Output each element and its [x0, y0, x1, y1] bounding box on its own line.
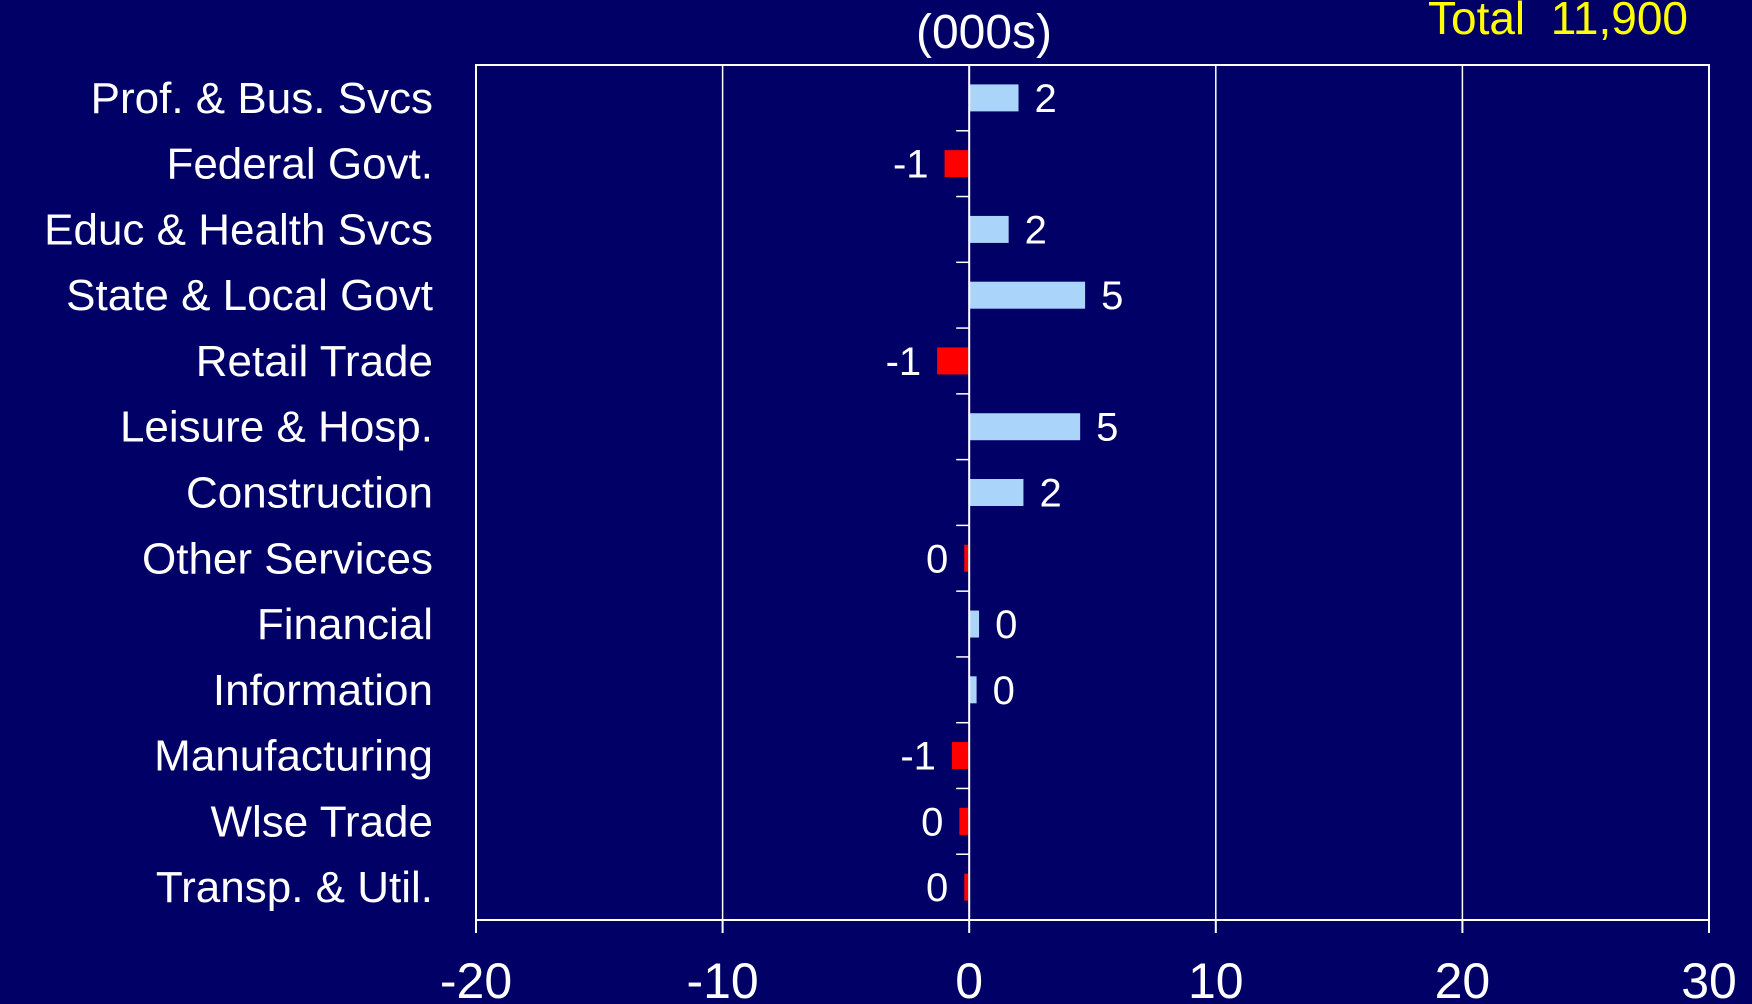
category-label: Educ & Health Svcs	[44, 205, 433, 254]
grid-lines	[721, 65, 1464, 920]
plot-frame	[475, 64, 1710, 933]
value-label: 2	[1025, 208, 1047, 252]
category-label: Prof. & Bus. Svcs	[91, 74, 433, 123]
category-label: Information	[213, 666, 433, 715]
x-tick-label: 20	[1435, 953, 1491, 1004]
value-label: 0	[926, 866, 948, 910]
category-labels: Prof. & Bus. Svcs Federal Govt. Educ & Hea…	[44, 74, 433, 912]
total-label: Total 11,900	[1428, 0, 1688, 44]
x-tick-label: -20	[440, 953, 512, 1004]
value-label: 0	[993, 669, 1015, 713]
bar	[959, 807, 970, 835]
plot-border	[475, 64, 1710, 921]
bars	[937, 84, 1086, 901]
value-label: 0	[926, 537, 948, 581]
value-label: -1	[893, 143, 929, 187]
category-label: State & Local Govt	[66, 271, 433, 320]
category-label: Financial	[257, 600, 433, 649]
value-label: 0	[995, 603, 1017, 647]
category-label: Leisure & Hosp.	[120, 403, 433, 452]
category-label: Transp. & Util.	[156, 863, 433, 912]
category-label: Wlse Trade	[210, 797, 433, 846]
category-label: Retail Trade	[196, 337, 433, 386]
x-tick-label: 30	[1681, 953, 1737, 1004]
x-tick-label: 10	[1188, 953, 1244, 1004]
bar	[969, 281, 1086, 309]
bar	[969, 215, 1009, 243]
bar	[951, 742, 970, 770]
value-label: 5	[1101, 274, 1123, 318]
value-label: 0	[921, 800, 943, 844]
value-label: 5	[1096, 406, 1118, 450]
bar	[969, 413, 1081, 441]
bar	[969, 84, 1019, 112]
x-axis-ticks: -20 -10 0 10 20 30	[440, 953, 1737, 1004]
category-label: Other Services	[142, 534, 433, 583]
value-label: 2	[1039, 472, 1061, 516]
category-label: Manufacturing	[154, 732, 433, 781]
bar	[969, 479, 1024, 506]
x-tick-label: 0	[955, 953, 983, 1004]
value-label: -1	[900, 735, 936, 779]
bar	[937, 347, 970, 375]
bar	[964, 873, 970, 901]
bar	[944, 150, 970, 178]
x-tick-label: -10	[686, 953, 758, 1004]
value-label: 2	[1035, 77, 1057, 121]
category-label: Construction	[186, 469, 433, 518]
value-label: -1	[886, 340, 922, 384]
chart-subtitle: (000s)	[916, 6, 1052, 59]
bar	[969, 676, 977, 704]
bar	[964, 544, 970, 572]
bar	[969, 610, 980, 638]
category-label: Federal Govt.	[166, 140, 433, 189]
